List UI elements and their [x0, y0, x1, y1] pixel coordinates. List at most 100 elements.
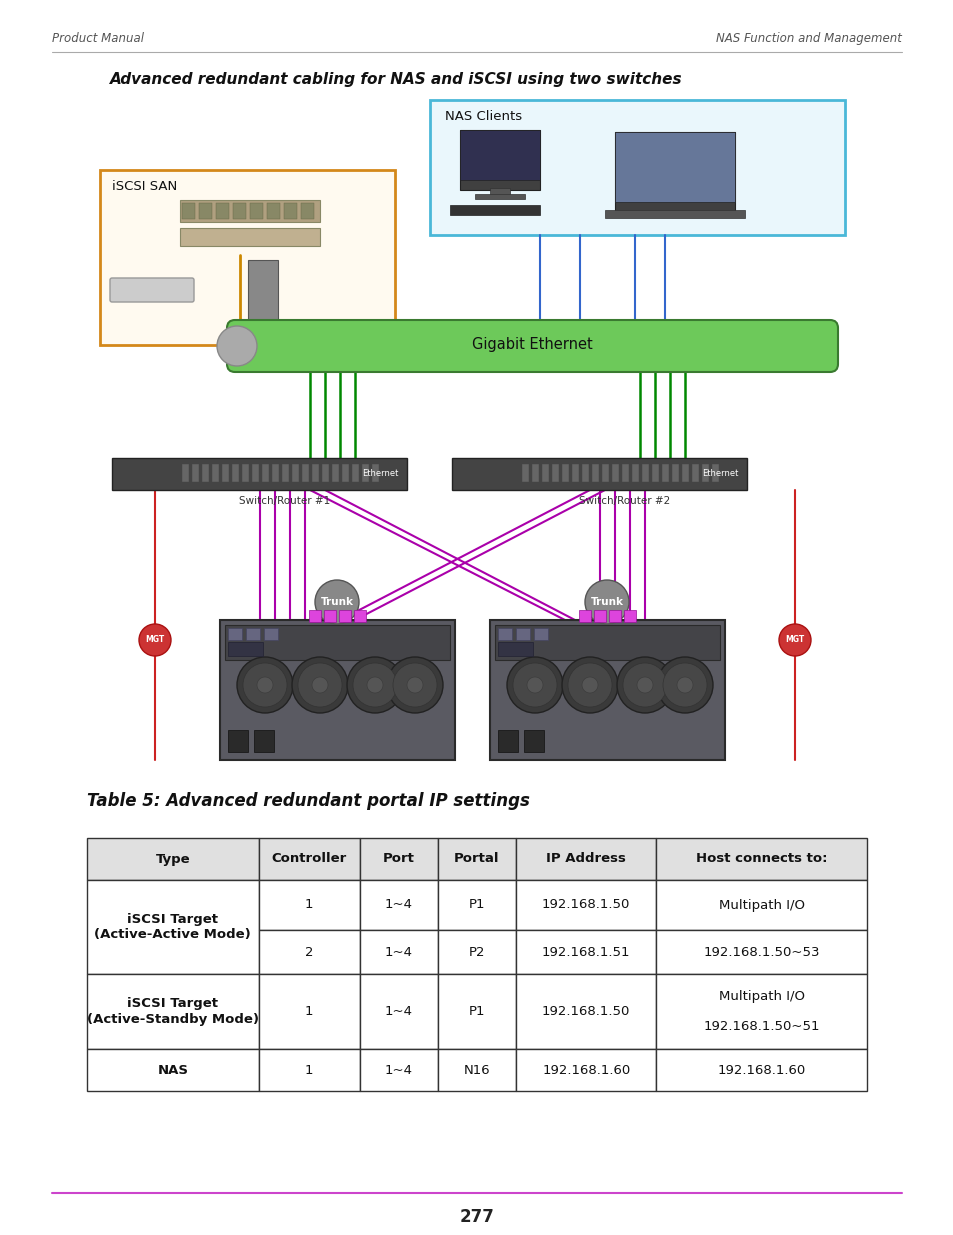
Bar: [516, 629, 530, 640]
Circle shape: [387, 657, 442, 713]
Text: 192.168.1.50: 192.168.1.50: [541, 899, 630, 911]
Bar: [87, 1049, 258, 1091]
Bar: [641, 464, 648, 482]
Bar: [359, 1049, 437, 1091]
Bar: [112, 458, 407, 490]
Bar: [359, 930, 437, 974]
Text: 192.168.1.60: 192.168.1.60: [717, 1063, 805, 1077]
Bar: [497, 642, 533, 656]
Bar: [532, 464, 538, 482]
Circle shape: [236, 657, 293, 713]
Bar: [225, 625, 450, 659]
Bar: [430, 100, 844, 235]
Bar: [199, 203, 212, 219]
Text: Multipath I/O: Multipath I/O: [718, 899, 804, 911]
Bar: [372, 464, 378, 482]
Bar: [495, 625, 720, 659]
Bar: [661, 464, 668, 482]
Bar: [631, 464, 639, 482]
Circle shape: [657, 657, 712, 713]
Bar: [497, 730, 517, 752]
Bar: [516, 930, 656, 974]
Bar: [341, 464, 349, 482]
Bar: [284, 203, 296, 219]
Bar: [272, 464, 278, 482]
Bar: [615, 132, 734, 212]
Circle shape: [314, 580, 358, 624]
Text: 1~4: 1~4: [385, 899, 413, 911]
Bar: [267, 203, 280, 219]
Text: Port: Port: [383, 852, 415, 866]
Bar: [100, 170, 395, 345]
Bar: [615, 132, 734, 203]
Bar: [656, 974, 866, 1049]
Bar: [592, 464, 598, 482]
Bar: [516, 974, 656, 1049]
Text: 192.168.1.50~53: 192.168.1.50~53: [702, 946, 819, 958]
Bar: [601, 464, 608, 482]
Bar: [359, 839, 437, 881]
Bar: [523, 730, 543, 752]
Bar: [656, 881, 866, 930]
Bar: [437, 930, 516, 974]
Bar: [541, 464, 548, 482]
Circle shape: [367, 677, 382, 693]
Bar: [604, 210, 744, 219]
Circle shape: [637, 677, 652, 693]
Circle shape: [292, 657, 348, 713]
Bar: [246, 629, 260, 640]
Bar: [338, 610, 351, 622]
Bar: [497, 629, 512, 640]
Text: Portal: Portal: [454, 852, 499, 866]
Bar: [302, 464, 309, 482]
Bar: [258, 930, 359, 974]
Text: Switch/Router #1: Switch/Router #1: [239, 496, 331, 506]
Bar: [361, 464, 369, 482]
Text: 192.168.1.51: 192.168.1.51: [541, 946, 630, 958]
Bar: [222, 464, 229, 482]
Bar: [242, 464, 249, 482]
Bar: [301, 203, 314, 219]
Text: 192.168.1.60: 192.168.1.60: [541, 1063, 630, 1077]
Bar: [352, 464, 358, 482]
Text: N16: N16: [463, 1063, 490, 1077]
Text: P2: P2: [468, 946, 485, 958]
Text: Trunk: Trunk: [590, 597, 623, 606]
Bar: [359, 974, 437, 1049]
Text: Multipath I/O

192.168.1.50~51: Multipath I/O 192.168.1.50~51: [702, 990, 819, 1032]
Bar: [516, 881, 656, 930]
Circle shape: [243, 663, 287, 706]
Bar: [258, 881, 359, 930]
Text: Type: Type: [155, 852, 190, 866]
Text: 1~4: 1~4: [385, 946, 413, 958]
Circle shape: [513, 663, 557, 706]
Text: Host connects to:: Host connects to:: [696, 852, 826, 866]
Bar: [87, 881, 258, 974]
Text: iSCSI Target
(Active-Standby Mode): iSCSI Target (Active-Standby Mode): [87, 998, 258, 1025]
Bar: [252, 464, 258, 482]
Bar: [656, 839, 866, 881]
Bar: [516, 839, 656, 881]
Bar: [578, 610, 590, 622]
Bar: [228, 642, 263, 656]
Text: 1~4: 1~4: [385, 1005, 413, 1018]
Circle shape: [779, 624, 810, 656]
Bar: [354, 610, 366, 622]
Circle shape: [567, 663, 612, 706]
Bar: [87, 974, 258, 1049]
Bar: [450, 205, 539, 215]
Text: 192.168.1.50: 192.168.1.50: [541, 1005, 630, 1018]
Bar: [581, 464, 588, 482]
Circle shape: [353, 663, 396, 706]
Bar: [228, 629, 242, 640]
Text: Table 5: Advanced redundant portal IP settings: Table 5: Advanced redundant portal IP se…: [87, 792, 529, 810]
Bar: [459, 130, 539, 180]
Text: Gigabit Ethernet: Gigabit Ethernet: [472, 337, 592, 352]
Circle shape: [677, 677, 692, 693]
Bar: [258, 839, 359, 881]
Circle shape: [407, 677, 422, 693]
FancyBboxPatch shape: [110, 278, 193, 303]
Circle shape: [312, 677, 328, 693]
Bar: [656, 930, 866, 974]
Bar: [212, 464, 219, 482]
